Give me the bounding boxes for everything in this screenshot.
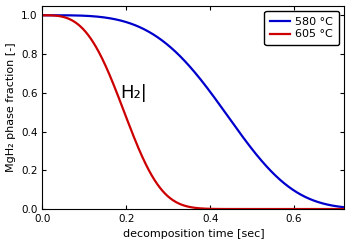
Line: 580 °C: 580 °C xyxy=(42,15,344,207)
605 °C xyxy=(342,208,346,210)
Text: H₂|: H₂| xyxy=(120,84,147,102)
605 °C xyxy=(40,14,44,17)
580 °C xyxy=(187,64,191,67)
X-axis label: decomposition time [sec]: decomposition time [sec] xyxy=(122,230,264,239)
605 °C xyxy=(56,14,60,17)
605 °C xyxy=(187,205,191,208)
Y-axis label: MgH₂ phase fraction [-]: MgH₂ phase fraction [-] xyxy=(6,42,15,172)
580 °C xyxy=(334,205,338,208)
Legend: 580 °C, 605 °C: 580 °C, 605 °C xyxy=(264,11,339,45)
580 °C xyxy=(179,56,183,59)
605 °C xyxy=(179,203,183,206)
580 °C xyxy=(56,14,60,17)
605 °C xyxy=(334,208,338,210)
605 °C xyxy=(334,208,338,210)
580 °C xyxy=(342,206,346,209)
580 °C xyxy=(40,14,44,17)
580 °C xyxy=(278,178,282,181)
580 °C xyxy=(334,205,338,208)
Line: 605 °C: 605 °C xyxy=(42,15,344,209)
605 °C xyxy=(278,208,282,210)
